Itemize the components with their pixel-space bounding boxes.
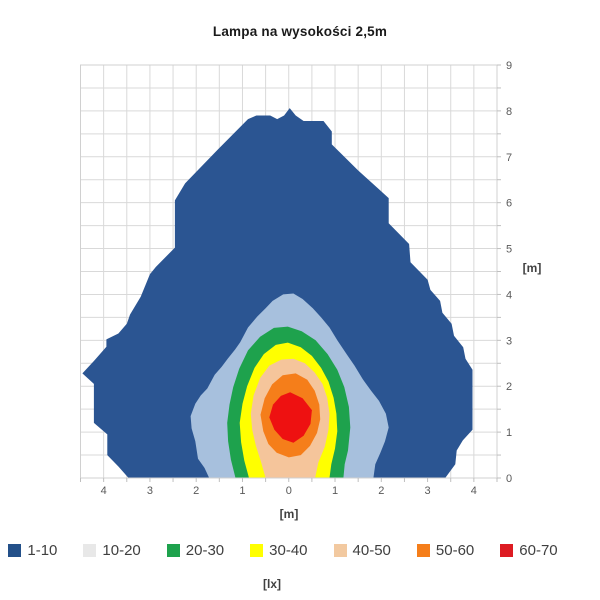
x-tick-label: 3 [425,485,431,497]
x-tick-label: 4 [471,485,477,497]
x-tick-label: 3 [147,485,153,497]
legend-label: 40-50 [352,542,391,559]
legend-swatch-60-70 [500,544,514,557]
y-tick-label: 3 [506,335,512,347]
legend-label: 30-40 [269,542,308,559]
x-tick-label: 2 [378,485,384,497]
x-tick-label: 0 [286,485,292,497]
legend-item-1-10: 1-10 [8,542,57,559]
y-tick-label: 6 [506,198,512,210]
legend-label: 20-30 [185,542,225,559]
legend-unit-label: [lx] [263,577,281,591]
y-tick-label: 4 [506,289,512,301]
legend-swatch-10-20 [83,544,97,557]
legend-item-60-70: 60-70 [500,542,558,559]
y-tick-label: 1 [506,427,512,439]
x-axis-title: [m] [279,507,299,521]
x-tick-label: 4 [101,485,107,497]
y-tick-label: 7 [506,152,512,164]
contour-band-60-70 [269,392,312,443]
legend-item-50-60: 50-60 [416,542,475,559]
legend-item-30-40: 30-40 [250,542,308,559]
legend-swatch-50-60 [416,544,430,557]
y-tick-label: 5 [506,244,512,256]
y-axis-title: [m] [522,261,542,275]
legend-label: 60-70 [519,542,558,559]
legend-label: 1-10 [27,542,58,559]
legend-swatch-30-40 [250,544,264,557]
legend-swatch-20-30 [166,544,180,557]
contour-band-1-10 [82,108,473,478]
y-tick-label: 8 [506,106,512,118]
x-tick-label: 2 [193,485,199,497]
legend: 1-10 10-20 20-30 30-40 40-50 50-60 60-70 [0,542,600,559]
legend-item-10-20: 10-20 [83,542,141,559]
x-tick-label: 1 [332,485,338,497]
chart-title: Lampa na wysokości 2,5m [212,24,388,39]
legend-swatch-40-50 [333,544,347,557]
legend-label: 10-20 [102,542,141,559]
y-tick-label: 0 [506,473,512,485]
legend-label: 50-60 [435,542,475,559]
legend-swatch-1-10 [8,544,22,557]
y-tick-label: 2 [506,381,512,393]
y-tick-label: 9 [506,60,512,72]
x-tick-label: 1 [239,485,245,497]
legend-item-20-30: 20-30 [166,542,225,559]
legend-item-40-50: 40-50 [333,542,391,559]
